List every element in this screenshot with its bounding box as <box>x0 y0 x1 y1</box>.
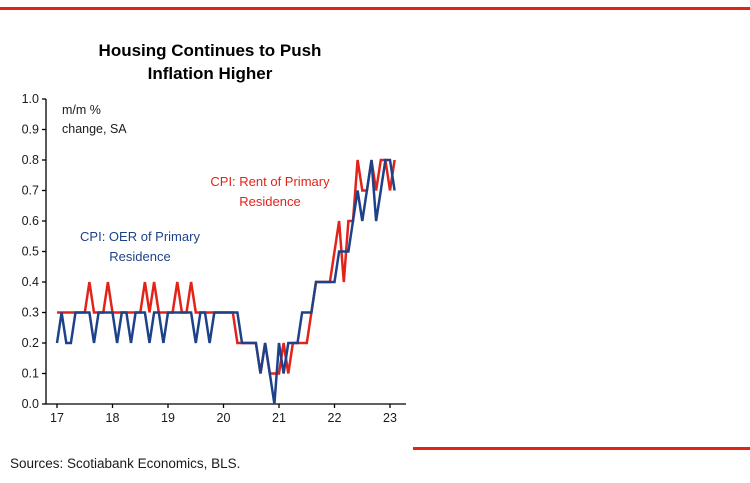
unit-annotation-line1: m/m % <box>62 103 101 117</box>
svg-text:19: 19 <box>161 411 175 425</box>
svg-text:23: 23 <box>383 411 397 425</box>
svg-text:22: 22 <box>328 411 342 425</box>
source-text: Sources: Scotiabank Economics, BLS. <box>10 456 241 471</box>
unit-annotation-line2: change, SA <box>62 122 127 137</box>
unit-annotation: m/m % change, SA <box>62 101 127 140</box>
top-accent-line <box>0 7 750 10</box>
oer-series-label-line1: CPI: OER of Primary <box>80 229 200 244</box>
oer-series-label-line2: Residence <box>109 249 171 265</box>
rent-series-label-line2: Residence <box>239 194 301 210</box>
svg-text:21: 21 <box>272 411 286 425</box>
svg-text:0.0: 0.0 <box>22 397 39 411</box>
svg-text:1.0: 1.0 <box>22 92 39 106</box>
oer-series-label: CPI: OER of Primary Residence <box>50 227 230 267</box>
svg-text:0.5: 0.5 <box>22 245 39 259</box>
svg-text:0.3: 0.3 <box>22 306 39 320</box>
svg-text:20: 20 <box>217 411 231 425</box>
svg-text:0.8: 0.8 <box>22 153 39 167</box>
rent-series-label-line1: CPI: Rent of Primary <box>210 174 330 189</box>
plot-svg: 0.0 0.1 0.2 0.3 0.4 0.5 0.6 0.7 0.8 0.9 1.0 17 18 19 2… <box>22 92 406 425</box>
svg-text:0.1: 0.1 <box>22 367 39 381</box>
svg-text:0.4: 0.4 <box>22 275 39 289</box>
chart-title-line1: Housing Continues to Push <box>98 41 322 60</box>
svg-text:0.2: 0.2 <box>22 336 39 350</box>
bottom-accent-line <box>413 447 750 450</box>
svg-text:17: 17 <box>50 411 64 425</box>
svg-text:18: 18 <box>106 411 120 425</box>
rent-series-label: CPI: Rent of Primary Residence <box>180 172 360 212</box>
svg-text:0.7: 0.7 <box>22 184 39 198</box>
svg-text:0.6: 0.6 <box>22 214 39 228</box>
chart-title-line2: Inflation Higher <box>147 63 273 83</box>
svg-text:0.9: 0.9 <box>22 123 39 137</box>
chart-title: Housing Continues to Push Inflation High… <box>0 40 420 86</box>
